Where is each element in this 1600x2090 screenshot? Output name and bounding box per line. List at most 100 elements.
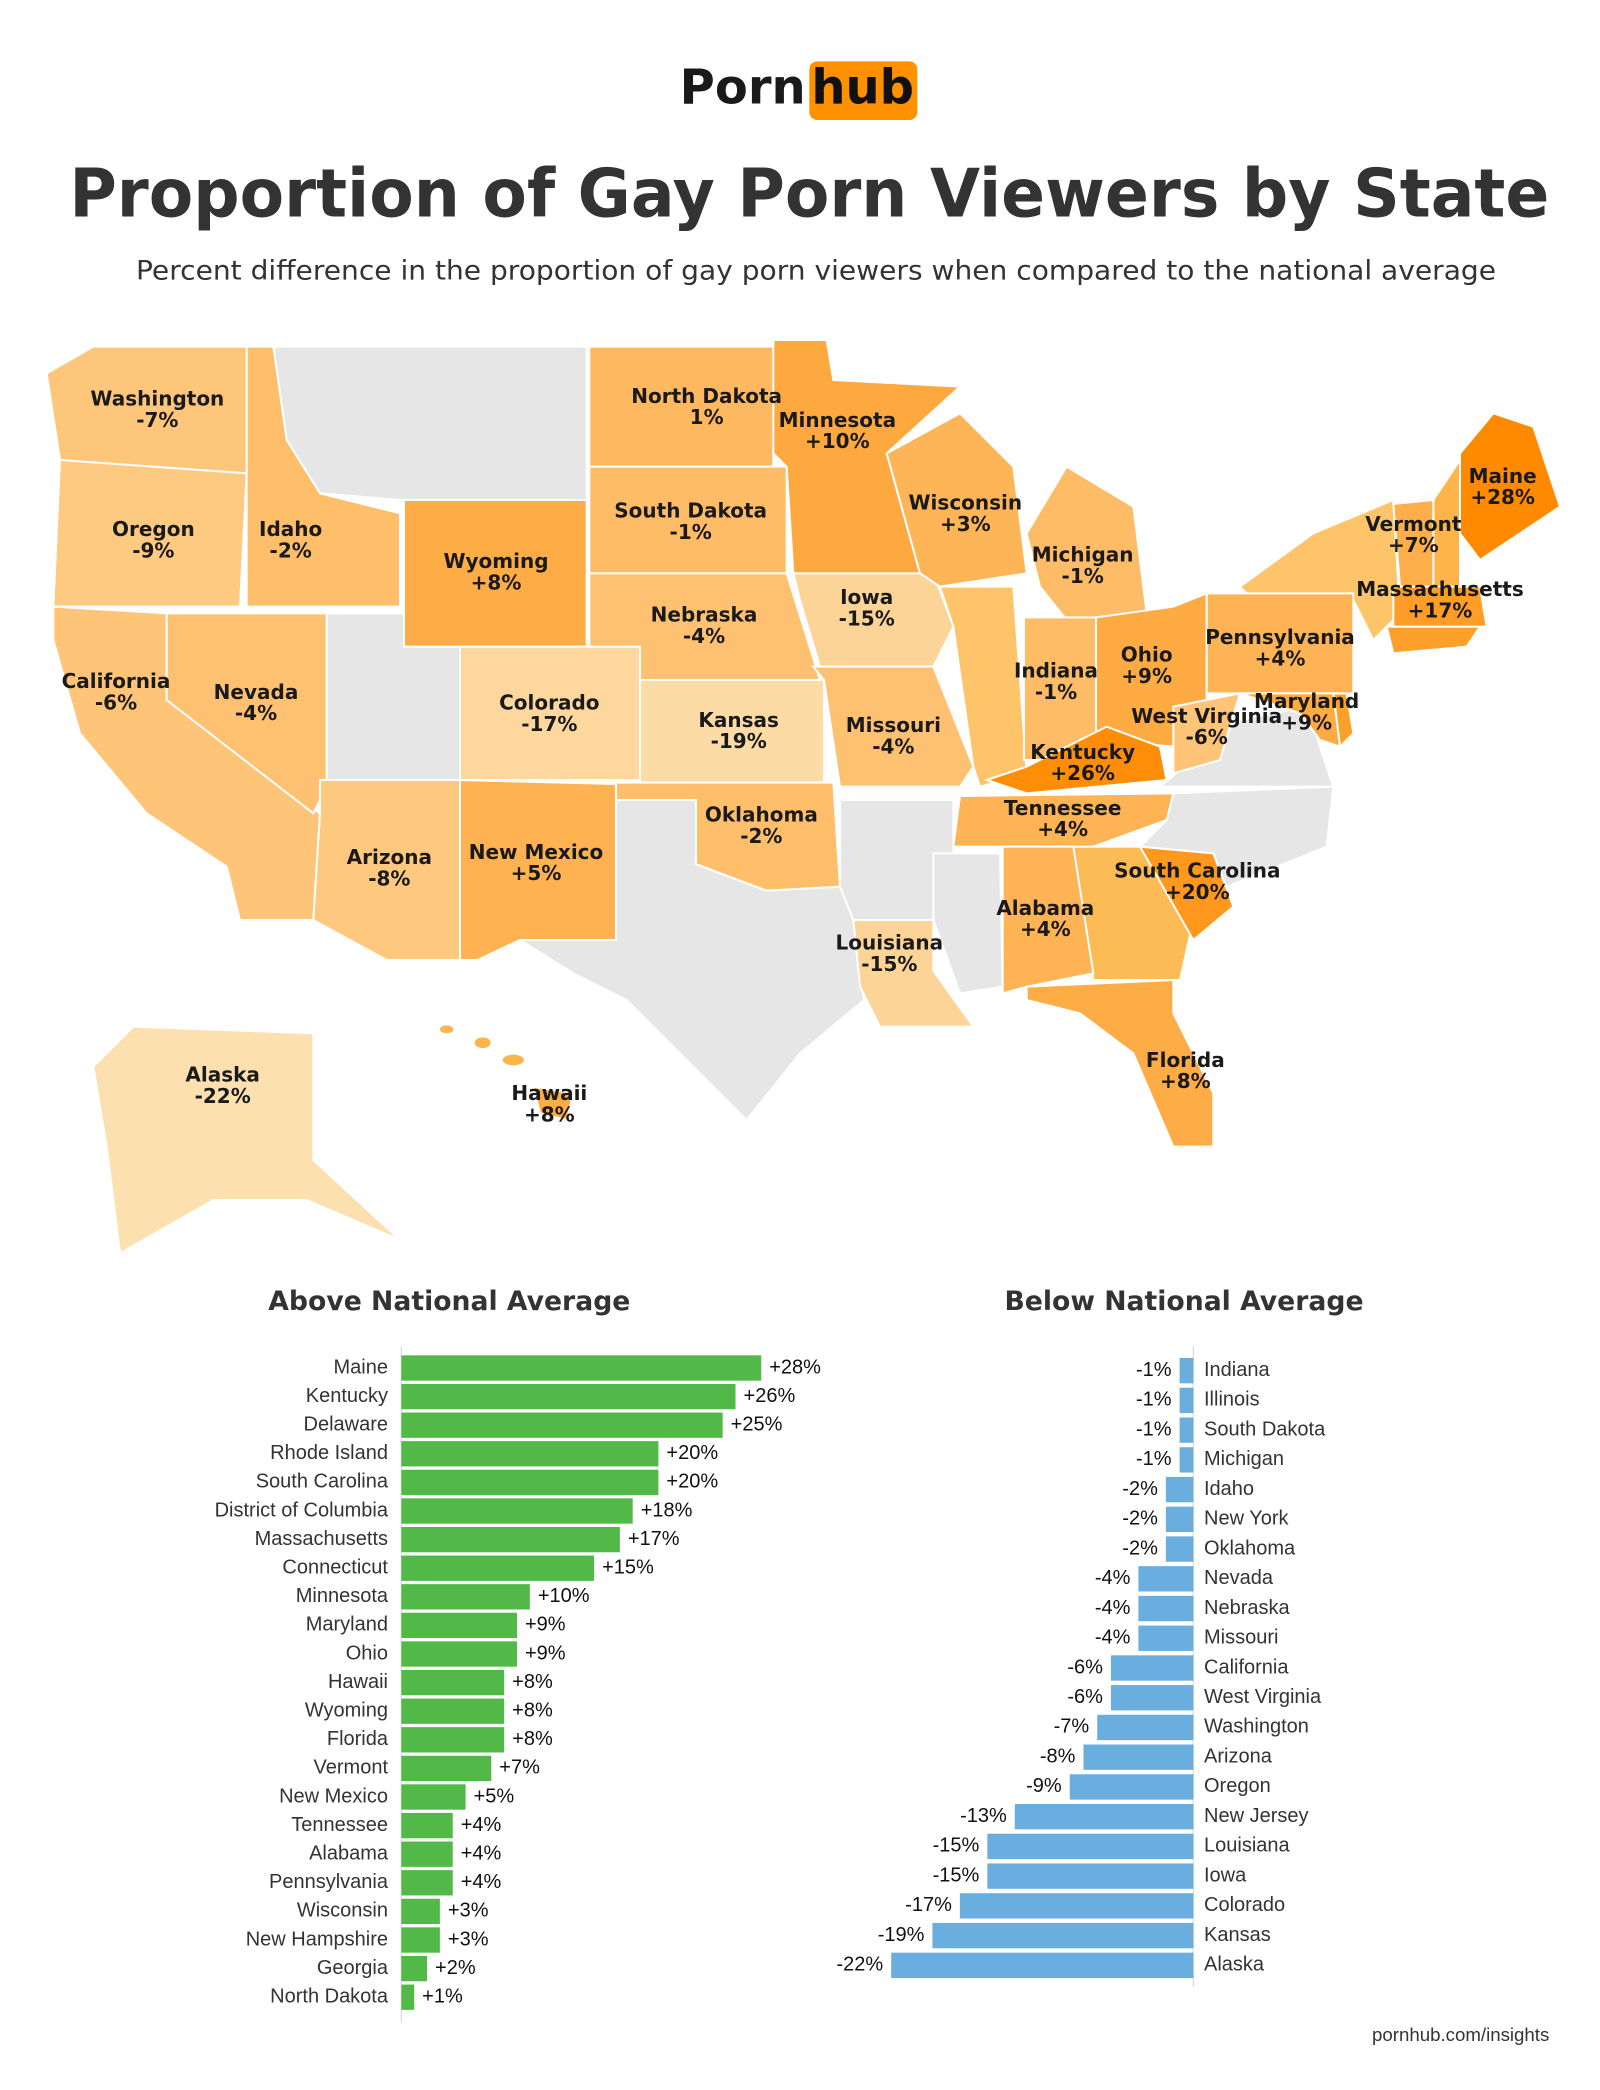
state (1138, 845, 1235, 942)
bar (1165, 1536, 1194, 1562)
bar-category: Idaho (1204, 1478, 1254, 1500)
state-name: Oklahoma (705, 803, 818, 827)
bar (401, 1812, 453, 1839)
state-name: Ohio (1121, 643, 1173, 667)
state-name: West Virginia (1131, 704, 1282, 728)
bar-category: Iowa (1204, 1864, 1247, 1886)
bar-category: Wyoming (305, 1699, 388, 1721)
bar-category: Louisiana (1204, 1835, 1291, 1857)
bar (1069, 1774, 1194, 1800)
bar (1179, 1358, 1194, 1384)
bar-category: Missouri (1204, 1627, 1278, 1649)
bar-category: New Hampshire (246, 1928, 388, 1950)
state (952, 792, 1175, 848)
bar-category: Michigan (1204, 1448, 1284, 1470)
bar-category: New York (1204, 1508, 1289, 1530)
state (245, 345, 401, 608)
bar-value: +2% (435, 1957, 476, 1979)
state-value: +7% (1388, 533, 1439, 557)
state-name: Indiana (1014, 659, 1098, 683)
bar-value: -4% (1095, 1627, 1131, 1649)
bar (401, 1698, 505, 1724)
state-value: +4% (1037, 817, 1088, 841)
bar (1179, 1417, 1194, 1443)
bar (401, 1584, 530, 1610)
state-name: Hawaii (511, 1081, 587, 1105)
bar-value: +1% (422, 1985, 463, 2007)
state-value: -2% (270, 539, 312, 563)
bar-category: Maine (334, 1356, 388, 1378)
bar-value: +8% (512, 1728, 553, 1750)
bar (401, 1755, 492, 1782)
bar-category: Kentucky (306, 1385, 388, 1407)
state-name: Minnesota (779, 408, 897, 432)
state-value: -15% (839, 607, 895, 631)
bar (401, 1469, 659, 1496)
state-name: Missouri (846, 713, 941, 737)
bar-value: -22% (836, 1954, 883, 1976)
bar (401, 1641, 518, 1667)
state (615, 781, 842, 892)
state-value: +4% (1020, 917, 1071, 941)
bar-value: -1% (1136, 1418, 1172, 1440)
bar (1138, 1625, 1194, 1651)
state (1459, 412, 1562, 562)
state-name: Oregon (112, 517, 195, 541)
bar (401, 1898, 440, 1925)
bar-category: Ohio (346, 1642, 388, 1664)
state-name: Idaho (259, 517, 322, 541)
state (1205, 592, 1355, 695)
bar-value: -6% (1067, 1686, 1103, 1708)
logo-right: hub (811, 60, 914, 116)
state-name: Wisconsin (909, 491, 1023, 515)
bar-value: +20% (666, 1442, 718, 1464)
bar-value: -2% (1122, 1478, 1158, 1500)
bar (1110, 1655, 1194, 1681)
bar-category: Indiana (1204, 1359, 1270, 1381)
bar (1165, 1476, 1194, 1503)
bar-category: Maryland (306, 1614, 388, 1636)
bar-category: Alabama (309, 1842, 389, 1864)
bar-value: -2% (1122, 1537, 1158, 1559)
bar-category: Georgia (317, 1957, 389, 1979)
bar-category: Arizona (1204, 1745, 1273, 1767)
state-value: -6% (95, 691, 137, 715)
bar (401, 1355, 762, 1381)
state-value: +28% (1470, 485, 1535, 509)
state-name: Arizona (347, 845, 432, 869)
bar (1179, 1387, 1194, 1414)
logo-left: Porn (680, 60, 806, 116)
logo-box (809, 61, 918, 120)
footer: pornhub.com/insights (1372, 2024, 1549, 2045)
bar-value: +7% (499, 1757, 540, 1779)
state (852, 919, 976, 1028)
state (531, 1085, 575, 1122)
state-value: -15% (861, 952, 917, 976)
bar (401, 1841, 453, 1867)
bar-category: Delaware (304, 1413, 388, 1435)
bar-category: Connecticut (282, 1556, 388, 1578)
state (1239, 692, 1342, 749)
bar-value: +4% (461, 1814, 502, 1836)
state-value: -2% (740, 824, 782, 848)
bar-category: Oklahoma (1204, 1537, 1296, 1559)
state (1172, 692, 1242, 775)
bar-value: +26% (744, 1385, 796, 1407)
island (502, 1054, 524, 1066)
state-value: -6% (1186, 725, 1228, 749)
state-name: Louisiana (836, 931, 944, 955)
state-name: California (62, 669, 171, 693)
state (1392, 585, 1488, 628)
state-name: Colorado (499, 691, 599, 715)
state-value: +3% (940, 512, 991, 536)
bar-category: Oregon (1204, 1775, 1271, 1797)
bar (401, 1498, 633, 1524)
bar-category: Rhode Island (270, 1442, 388, 1464)
bar-value: -8% (1040, 1745, 1076, 1767)
bar-category: New Jersey (1204, 1805, 1308, 1827)
bar-value: +10% (538, 1585, 590, 1607)
title: Proportion of Gay Porn Viewers by State (69, 155, 1549, 233)
state-name: Pennsylvania (1205, 625, 1355, 649)
state-value: -9% (132, 539, 174, 563)
